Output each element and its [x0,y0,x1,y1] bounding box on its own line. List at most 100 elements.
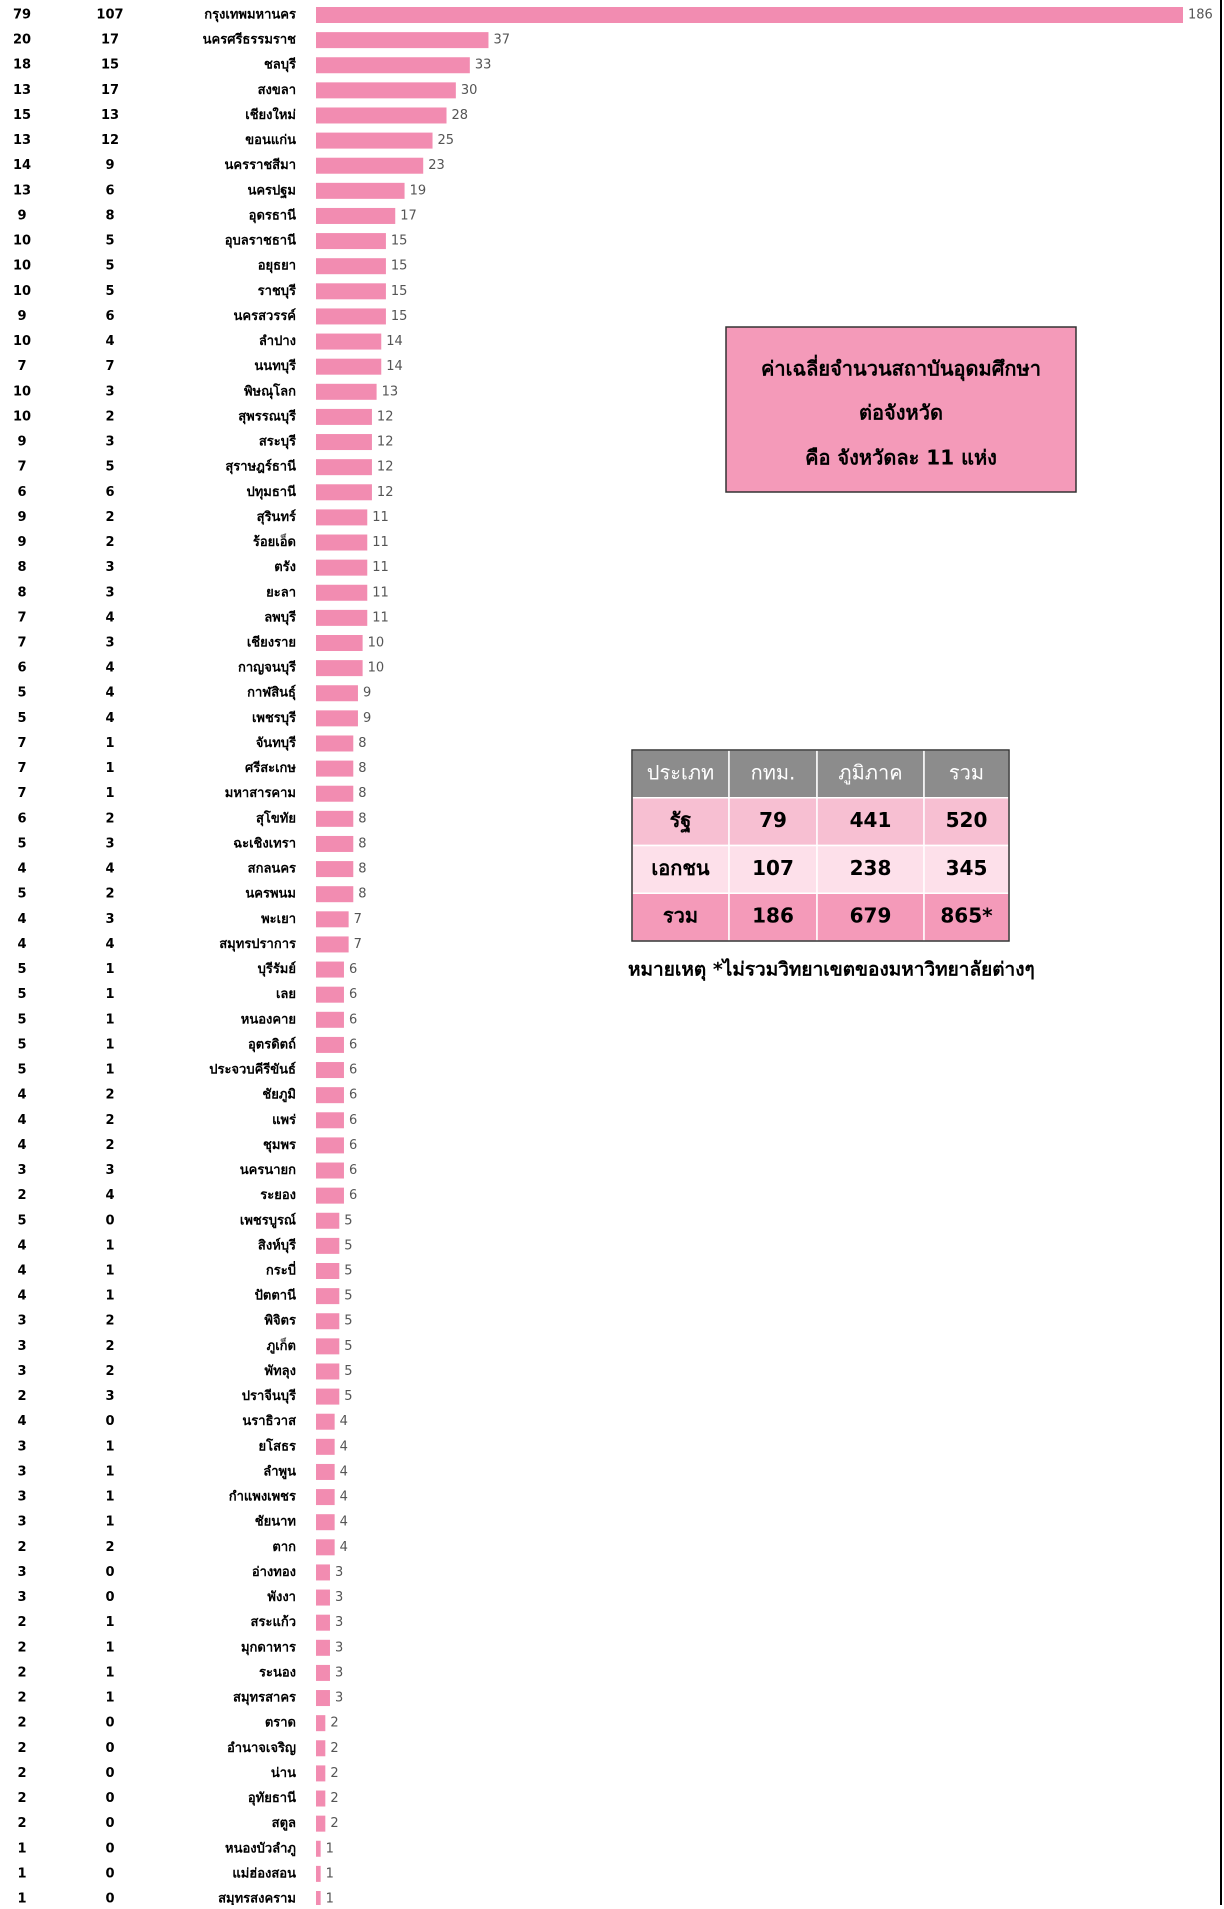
province-label: สระบุรี [259,434,296,450]
private-count: 0 [105,1841,114,1856]
bar [316,1589,330,1606]
province-label: ลำพูน [263,1463,296,1479]
table-cell [923,844,1010,894]
private-count: 15 [101,58,119,73]
value-label: 2 [330,1766,338,1781]
province-label: ระยอง [260,1188,296,1203]
private-count: 9 [105,158,114,173]
info-box [725,326,1077,493]
province-label: ชัยนาท [255,1515,296,1530]
bar [316,484,372,501]
bar [316,333,382,350]
bar [316,1413,335,1430]
private-count: 5 [105,234,114,249]
bar [316,660,363,677]
state-count: 2 [17,1188,26,1203]
value-label: 12 [377,460,394,475]
private-count: 5 [105,259,114,274]
bar [316,182,405,199]
province-label: บุรีรัมย์ [258,961,296,977]
state-count: 3 [17,1339,26,1354]
province-label: ขอนแก่น [245,133,296,148]
private-count: 5 [105,460,114,475]
state-count: 2 [17,1389,26,1404]
state-count: 7 [17,786,26,801]
province-label: สมุทรสาคร [233,1691,296,1706]
bar [316,1112,344,1129]
province-label: ศรีสะเกษ [245,760,296,776]
table-cell [923,797,1010,847]
value-label: 6 [349,1088,357,1103]
private-count: 4 [105,661,114,676]
value-label: 23 [428,158,445,173]
info-line: ต่อจังหวัด [859,401,943,425]
bar [316,1840,321,1857]
state-count: 13 [13,83,31,98]
state-count: 2 [17,1716,26,1731]
state-count: 4 [17,912,26,927]
state-count: 5 [17,1012,26,1027]
value-label: 11 [372,535,389,550]
state-count: 5 [17,1063,26,1078]
bar [316,157,424,174]
bar [316,1715,326,1732]
province-label: หนองคาย [241,1012,296,1027]
private-count: 107 [96,8,123,23]
bar [316,735,354,752]
private-count: 5 [105,284,114,299]
state-count: 1 [17,1892,26,1906]
state-count: 2 [17,1691,26,1706]
value-label: 4 [340,1464,348,1479]
table-cell [631,844,730,894]
private-count: 1 [105,1640,114,1655]
province-label: ตราด [265,1716,296,1731]
state-count: 2 [17,1665,26,1680]
state-count: 5 [17,1213,26,1228]
table-text: 679 [850,904,892,928]
private-count: 12 [101,133,119,148]
bar [316,1765,326,1782]
bar [316,861,354,878]
state-count: 7 [17,359,26,374]
bar [316,1237,340,1254]
value-label: 4 [340,1540,348,1555]
value-label: 8 [358,786,366,801]
province-label: อ่างทอง [252,1565,296,1580]
value-label: 12 [377,435,394,450]
table-text: 79 [759,808,787,832]
province-label: แพร่ [272,1113,296,1128]
bar [316,383,377,400]
private-count: 0 [105,1716,114,1731]
state-count: 5 [17,711,26,726]
province-label: กาญจนบุรี [238,660,296,676]
value-label: 2 [330,1816,338,1831]
value-label: 6 [349,987,357,1002]
value-label: 7 [354,912,362,927]
bar [316,986,344,1003]
bar [316,1162,344,1179]
value-label: 14 [386,359,403,374]
value-label: 5 [344,1339,352,1354]
value-label: 3 [335,1615,343,1630]
value-label: 9 [363,686,371,701]
state-count: 3 [17,1163,26,1178]
value-label: 12 [377,485,394,500]
private-count: 1 [105,1490,114,1505]
province-label: นครราชสีมา [225,157,296,173]
bar [316,1062,344,1079]
province-label: ปทุมธานี [246,484,296,500]
private-count: 2 [105,1339,114,1354]
province-label: มุกดาหาร [241,1640,296,1655]
state-count: 13 [13,133,31,148]
province-label: นครสวรรค์ [234,308,296,324]
state-count: 7 [17,636,26,651]
province-label: สิงห์บุรี [258,1237,296,1253]
province-label: นราธิวาส [242,1414,296,1429]
province-label: จันทบุรี [256,735,296,751]
value-label: 5 [344,1264,352,1279]
province-label: ราชบุรี [258,283,296,299]
state-count: 4 [17,1088,26,1103]
private-count: 3 [105,1389,114,1404]
value-label: 30 [461,83,478,98]
